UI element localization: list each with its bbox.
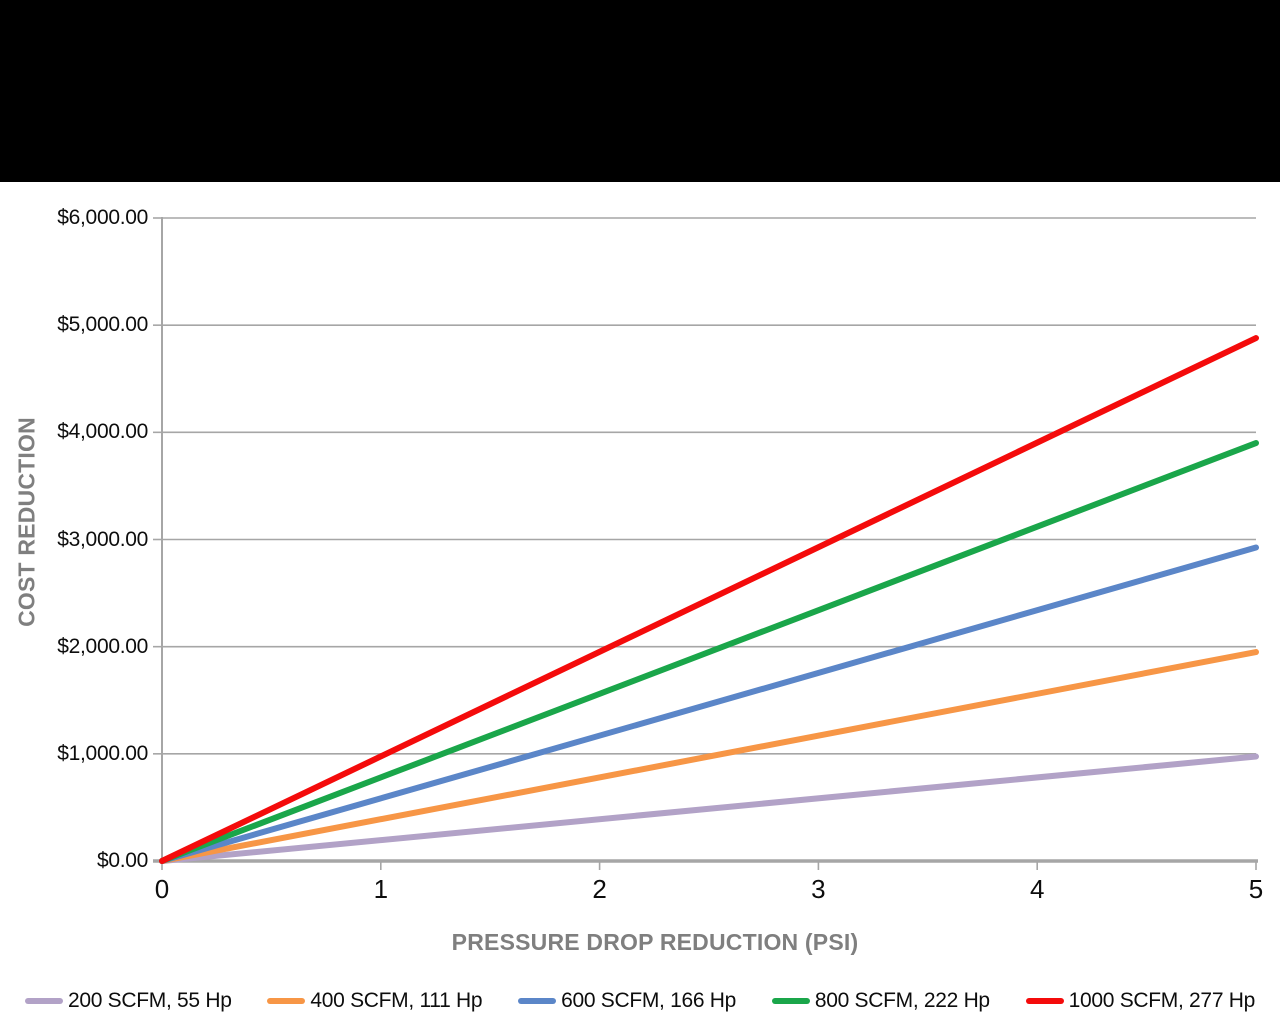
legend-item-400-scfm-111-hp: 400 SCFM, 111 Hp	[267, 989, 483, 1013]
y-axis-tick-label: $3,000.00	[57, 527, 148, 551]
series-line-400-scfm-111-hp	[159, 649, 1259, 864]
legend-label: 800 SCFM, 222 Hp	[814, 989, 990, 1012]
series-line-1000-scfm-277-hp	[159, 335, 1259, 864]
y-axis-tick-label: $1,000.00	[57, 741, 148, 765]
x-axis-tick-label: 2	[592, 874, 607, 904]
x-axis-tick-label: 1	[373, 874, 389, 904]
x-axis-tick-label: 0	[154, 874, 170, 904]
y-axis-title: COST REDUCTION	[13, 417, 40, 627]
x-axis-tick-label: 3	[811, 874, 826, 904]
y-axis-tick-label: $2,000.00	[57, 634, 148, 658]
legend-label: 400 SCFM, 111 Hp	[310, 989, 483, 1012]
x-axis-tick-label: 5	[1248, 874, 1264, 904]
series-line-200-scfm-55-hp	[159, 753, 1259, 864]
legend-item-200-scfm-55-hp: 200 SCFM, 55 Hp	[25, 989, 232, 1013]
legend-label: 600 SCFM, 166 Hp	[561, 989, 737, 1012]
y-axis-tick-label: $0.00	[96, 849, 148, 872]
legend-swatch	[771, 998, 810, 1004]
series-line-800-scfm-222-hp	[159, 440, 1259, 864]
legend-swatch	[518, 998, 557, 1004]
legend-item-1000-scfm-277-hp: 1000 SCFM, 277 Hp	[1025, 989, 1256, 1013]
y-axis-tick-label: $4,000.00	[57, 420, 148, 444]
legend-item-800-scfm-222-hp: 800 SCFM, 222 Hp	[771, 989, 990, 1013]
legend-swatch	[25, 998, 63, 1004]
chart-legend: 200 SCFM, 55 Hp 400 SCFM, 111 Hp 600 SCFM,…	[25, 986, 1255, 1016]
x-axis-tick-label: 4	[1029, 874, 1045, 904]
series-line-600-scfm-166-hp	[159, 544, 1259, 864]
legend-swatch	[267, 998, 306, 1004]
y-axis-tick-label: $5,000.00	[57, 313, 148, 337]
legend-label: 1000 SCFM, 277 Hp	[1068, 989, 1256, 1012]
legend-item-600-scfm-166-hp: 600 SCFM, 166 Hp	[518, 989, 736, 1013]
y-axis-tick-label: $6,000.00	[57, 206, 148, 229]
legend-swatch	[1025, 998, 1064, 1004]
x-axis-title: PRESSURE DROP REDUCTION (PSI)	[451, 929, 859, 955]
top-black-band	[0, 0, 1280, 182]
legend-label: 200 SCFM, 55 Hp	[68, 989, 232, 1012]
